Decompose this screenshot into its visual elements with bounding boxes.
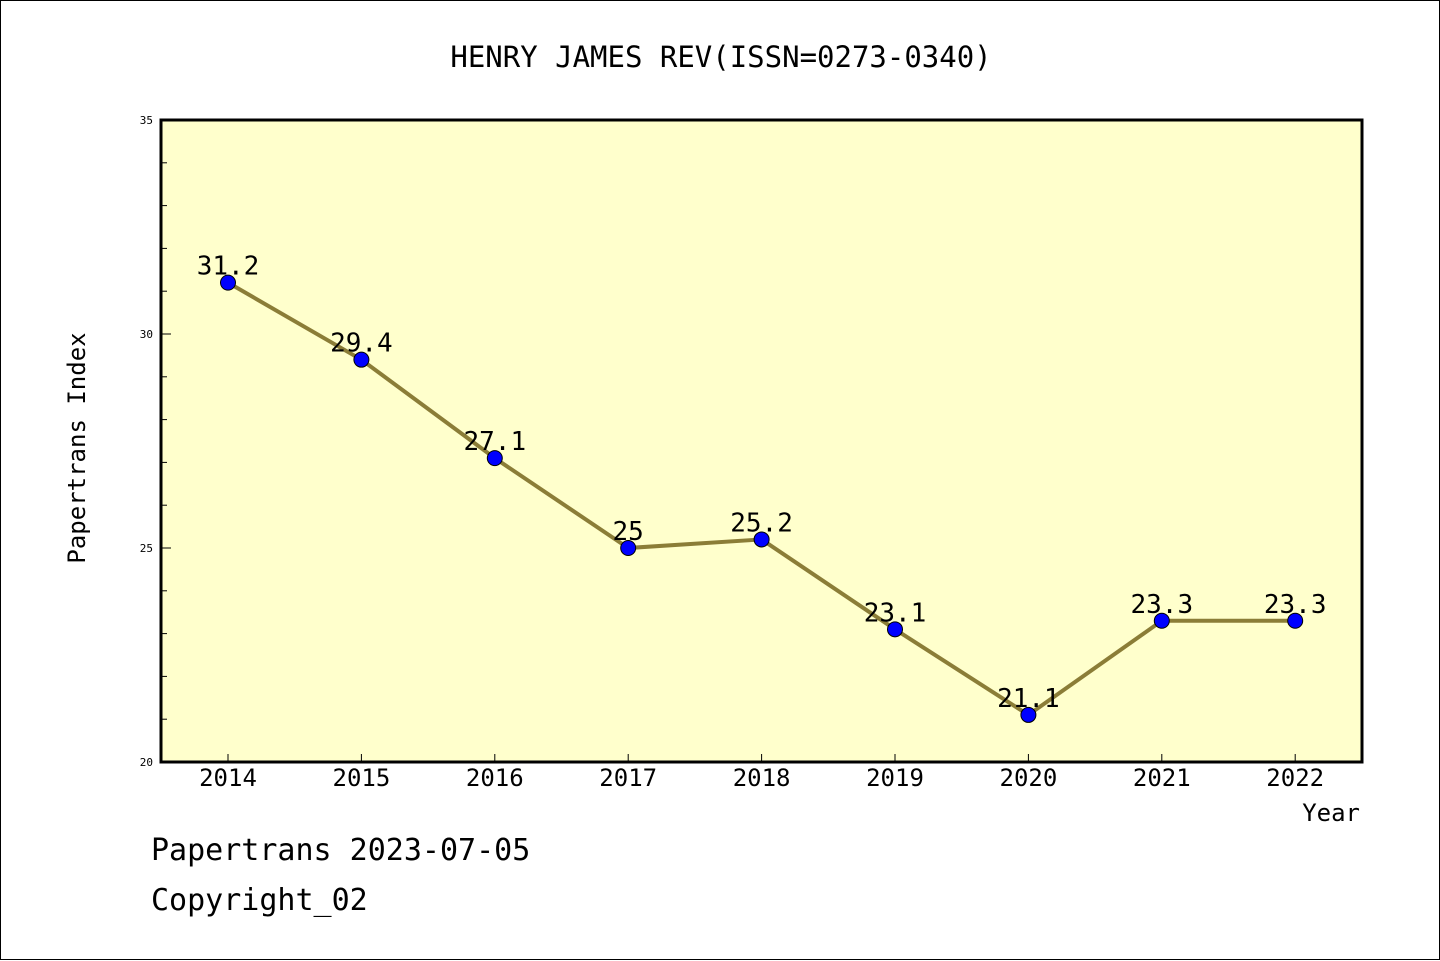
- x-axis-ticks: 2014 2015 2016 2017 2018 2019 2020 2021 2022: [199, 754, 1324, 792]
- data-point: [753, 531, 770, 548]
- x-tick-label: 2020: [1000, 764, 1058, 792]
- y-tick-label: 35: [140, 114, 153, 127]
- x-tick-label: 2019: [866, 764, 924, 792]
- y-tick-label: 30: [140, 328, 153, 341]
- footer-copyright: Copyright_02: [151, 883, 368, 918]
- y-axis-ticks: 20 25 30 35: [140, 114, 171, 769]
- x-tick-label: 2015: [333, 764, 391, 792]
- y-axis-label: Papertrans Index: [63, 332, 91, 563]
- data-label: 23.3: [1130, 590, 1193, 620]
- chart-title: HENRY JAMES REV(ISSN=0273-0340): [450, 40, 991, 74]
- data-label: 25: [613, 517, 644, 547]
- data-label: 21.1: [997, 684, 1060, 714]
- x-tick-label: 2021: [1133, 764, 1191, 792]
- x-tick-label: 2014: [199, 764, 257, 792]
- data-point: [486, 450, 503, 467]
- data-labels: 31.2 29.4 27.1 25 25.2 23.1 21.1 23.3 23.3: [197, 252, 1327, 714]
- data-point: [1020, 706, 1037, 723]
- x-tick-label: 2022: [1266, 764, 1324, 792]
- data-label: 23.1: [864, 598, 927, 628]
- x-tick-label: 2016: [466, 764, 524, 792]
- footer-date: Papertrans 2023-07-05: [151, 833, 531, 868]
- data-point: [620, 540, 637, 556]
- y-tick-label: 20: [140, 756, 153, 769]
- y-tick-label: 25: [140, 542, 153, 555]
- data-points: [220, 274, 1304, 723]
- data-point: [887, 621, 903, 638]
- x-axis-label: Year: [1302, 799, 1360, 827]
- x-tick-label: 2017: [599, 764, 657, 792]
- data-label: 25.2: [730, 508, 793, 538]
- data-point: [220, 274, 236, 291]
- data-label: 27.1: [463, 427, 526, 457]
- plot-area: [159, 118, 1364, 764]
- data-point: [1287, 612, 1304, 629]
- data-label: 29.4: [330, 329, 393, 359]
- data-point: [1153, 612, 1170, 629]
- x-tick-label: 2018: [733, 764, 791, 792]
- data-point: [353, 351, 370, 368]
- data-label: 23.3: [1264, 590, 1327, 620]
- data-label: 31.2: [197, 252, 260, 282]
